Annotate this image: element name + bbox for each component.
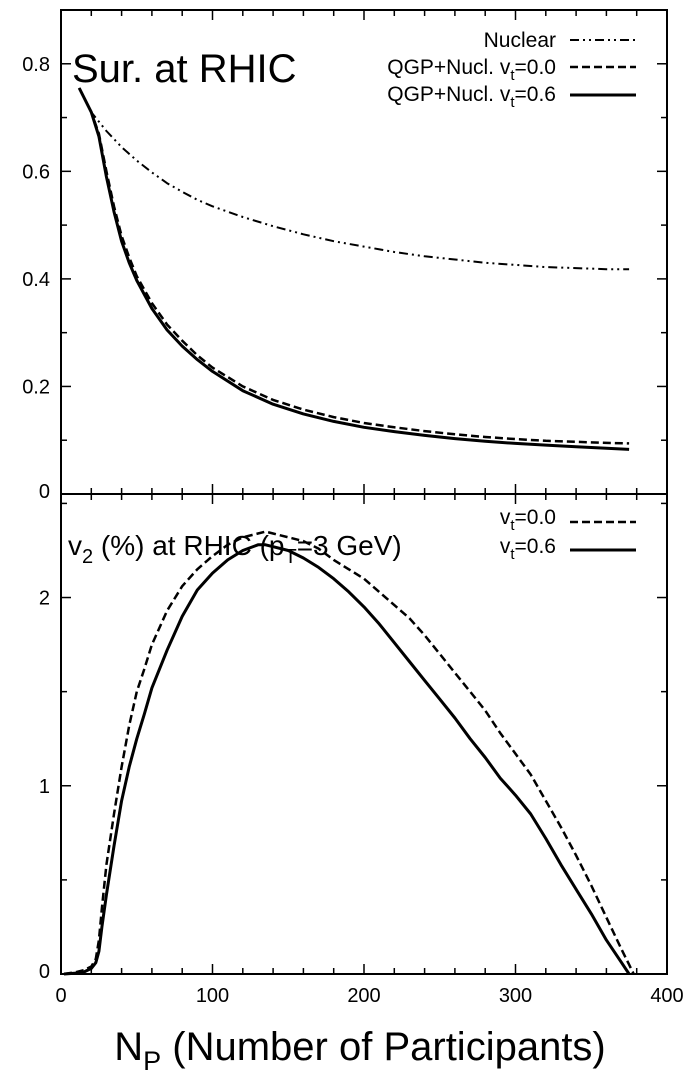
series-line-bottom-0 xyxy=(63,530,635,976)
series-line-bottom-1 xyxy=(63,543,631,976)
y-tick-label: 0.4 xyxy=(22,269,50,291)
top-y-tick-labels: 0 0.2 0.4 0.6 0.8 xyxy=(22,54,50,503)
x-tick-label: 0 xyxy=(55,985,66,1007)
legend-label-vt0: vt=0.0 xyxy=(500,506,556,534)
bottom-panel-ticks xyxy=(61,494,667,974)
y-tick-label: 0 xyxy=(39,481,50,503)
y-tick-label: 0.2 xyxy=(22,376,50,398)
bottom-panel-title: v2 (%) at RHIC (pT=3 GeV) xyxy=(68,530,402,568)
y-tick-label: 0.8 xyxy=(22,54,50,76)
legend-label-qgp-vt06: QGP+Nucl. vt=0.6 xyxy=(387,83,556,111)
x-tick-label: 300 xyxy=(499,985,532,1007)
series-line-top-0 xyxy=(78,87,630,271)
series-line-top-1 xyxy=(78,87,630,445)
x-tick-labels: 0 100 200 300 400 xyxy=(55,985,683,1007)
bottom-legend: vt=0.0 vt=0.6 xyxy=(500,506,636,563)
y-tick-label: 0.6 xyxy=(22,161,50,183)
y-tick-label: 0 xyxy=(39,961,50,983)
bottom-panel-series xyxy=(63,530,635,976)
y-tick-label: 1 xyxy=(39,776,50,798)
legend-label-nuclear: Nuclear xyxy=(484,29,556,52)
top-panel-series xyxy=(77,87,630,451)
series-line-top-2 xyxy=(77,87,630,451)
top-panel-title: Sur. at RHIC xyxy=(72,47,297,91)
x-tick-label: 100 xyxy=(196,985,229,1007)
bottom-panel-frame xyxy=(60,493,668,975)
x-axis-label: NP (Number of Participants) xyxy=(114,1025,606,1074)
top-legend: Nuclear QGP+Nucl. vt=0.0 QGP+Nucl. vt=0.… xyxy=(387,29,636,111)
x-tick-label: 400 xyxy=(650,985,683,1007)
legend-label-qgp-vt0: QGP+Nucl. vt=0.0 xyxy=(387,56,556,84)
y-tick-label: 2 xyxy=(39,588,50,610)
x-tick-label: 200 xyxy=(347,985,380,1007)
top-panel-ticks xyxy=(61,10,667,494)
legend-label-vt06: vt=0.6 xyxy=(500,535,556,563)
bottom-y-tick-labels: 0 1 2 xyxy=(39,588,50,983)
